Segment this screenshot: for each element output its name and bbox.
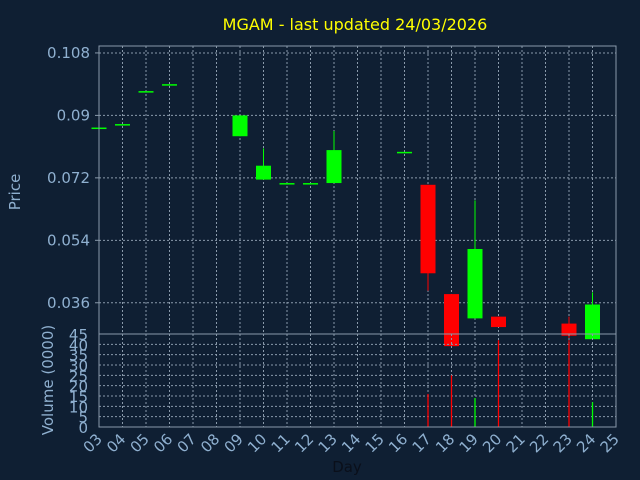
candle-body [420, 184, 436, 274]
candle-body [326, 150, 342, 184]
candle-body [585, 304, 600, 340]
price-axis-label: Price [6, 174, 24, 211]
volume-tick-label: 40 [69, 336, 88, 354]
chart-title: MGAM - last updated 24/03/2026 [223, 15, 488, 34]
volume-tick-label: 15 [69, 388, 88, 406]
price-panel: 0.108 0.09 0.072 0.054 0.036 [47, 44, 617, 352]
volume-axis-label: Volume (0000) [39, 325, 57, 435]
volume-tick-label: 35 [69, 347, 88, 365]
candle-body [491, 316, 506, 328]
price-tick-label: 0.108 [47, 44, 90, 62]
volume-tick-label: 0 [78, 419, 88, 437]
x-axis-label: Day [332, 458, 362, 476]
candle-body [303, 183, 318, 185]
candle-body [115, 124, 130, 126]
candle-body [256, 165, 271, 180]
candle-body [467, 248, 483, 319]
price-tick-label: 0.072 [47, 169, 90, 187]
price-tick-label: 0.09 [57, 106, 90, 124]
candle-body [279, 183, 295, 185]
volume-tick-label: 30 [69, 357, 88, 375]
candle-body [397, 151, 412, 154]
volume-tick-label: 45 [69, 326, 88, 344]
x-axis: 0304050607080910111213141516171819202122… [80, 430, 623, 456]
volume-tick-label: 10 [69, 398, 88, 416]
volume-tick-label: 20 [69, 378, 88, 396]
candle-body [561, 323, 577, 336]
volume-frame [98, 333, 617, 428]
price-tick-label: 0.054 [47, 231, 90, 249]
candle-body [232, 115, 248, 137]
candle-body [162, 84, 177, 86]
candle-body [444, 294, 459, 347]
price-tick-label: 0.036 [47, 294, 90, 312]
volume-tick-label: 5 [78, 409, 88, 427]
candle-body [138, 91, 154, 93]
volume-tick-label: 25 [69, 367, 88, 385]
